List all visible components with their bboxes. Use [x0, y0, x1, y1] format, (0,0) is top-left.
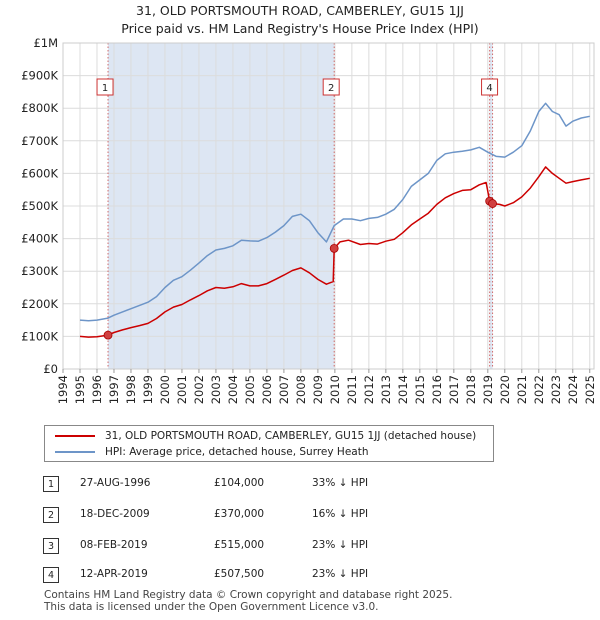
footer-copyright: Contains HM Land Registry data © Crown c… [44, 589, 453, 601]
y-tick-label: £800K [21, 101, 58, 115]
transaction-marker [329, 243, 339, 253]
annotation-box-label: 1 [102, 83, 108, 94]
annotation-box: 1 [96, 78, 114, 96]
transaction-number: 3 [43, 538, 59, 554]
annotation-box-frame [96, 78, 114, 96]
x-tick-label: 2018 [464, 375, 478, 404]
y-tick-label: £900K [21, 69, 58, 83]
transaction-hpi-diff: 33% ↓ HPI [312, 477, 369, 489]
x-tick-label: 2020 [498, 375, 512, 404]
legend-line-property [55, 435, 95, 437]
x-tick-label: 2025 [583, 375, 597, 404]
transaction-number: 1 [43, 476, 59, 492]
y-tick-label: £100K [21, 329, 58, 343]
transaction-date: 18-DEC-2009 [80, 508, 150, 520]
property-price-line [79, 166, 590, 338]
transaction-hpi-diff: 23% ↓ HPI [312, 539, 369, 551]
transaction-marker [103, 330, 113, 340]
x-tick-label: 2006 [260, 375, 274, 404]
table-row: 1 27-AUG-1996 £104,000 33% ↓ HPI [0, 476, 600, 494]
x-tick-label: 1994 [56, 375, 70, 404]
table-row: 2 18-DEC-2009 £370,000 16% ↓ HPI [0, 507, 600, 525]
hpi-line [79, 102, 590, 322]
x-tick-label: 1996 [90, 375, 104, 404]
legend-line-hpi [55, 451, 95, 453]
x-tick-label: 2024 [566, 375, 580, 404]
x-tick-label: 2007 [277, 375, 291, 404]
transaction-price: £370,000 [214, 508, 265, 520]
transaction-marker [488, 199, 497, 208]
price-chart: £0 £100K £200K £300K £400K £500K £600K £700K £80… [21, 36, 597, 404]
x-tick-label: 2013 [379, 375, 393, 404]
y-tick-label: £0 [43, 362, 58, 376]
x-tick-label: 2016 [430, 375, 444, 404]
x-tick-label: 1997 [107, 375, 121, 404]
y-tick-label: £200K [21, 297, 58, 311]
y-tick-label: £500K [21, 199, 58, 213]
table-row: 3 08-FEB-2019 £515,000 23% ↓ HPI [0, 538, 600, 556]
x-tick-label: 2005 [243, 375, 257, 404]
legend-label-property: 31, OLD PORTSMOUTH ROAD, CAMBERLEY, GU15… [105, 430, 477, 442]
x-tick-label: 2012 [362, 375, 376, 404]
transaction-number: 4 [43, 567, 59, 583]
annotation-box-label: 4 [486, 83, 492, 94]
legend: 31, OLD PORTSMOUTH ROAD, CAMBERLEY, GU15… [44, 425, 494, 462]
annotation-box-frame [322, 78, 340, 96]
transaction-price: £104,000 [214, 477, 265, 489]
table-row: 4 12-APR-2019 £507,500 23% ↓ HPI [0, 567, 600, 585]
annotation-box-frame [481, 78, 499, 96]
x-tick-label: 2002 [192, 375, 206, 404]
x-tick-label: 2014 [396, 375, 410, 404]
chart-subtitle: Price paid vs. HM Land Registry's House … [121, 21, 479, 36]
x-tick-label: 2009 [311, 375, 325, 404]
transaction-price: £515,000 [214, 539, 265, 551]
transaction-date: 08-FEB-2019 [80, 539, 148, 551]
x-tick-label: 2021 [515, 375, 529, 404]
y-tick-label: £700K [21, 134, 58, 148]
x-tick-label: 1998 [124, 375, 138, 404]
transaction-date: 12-APR-2019 [80, 568, 148, 580]
annotation-box-label: 2 [328, 83, 334, 94]
transaction-hpi-diff: 23% ↓ HPI [312, 568, 369, 580]
y-tick-label: £400K [21, 232, 58, 246]
x-tick-label: 2003 [209, 375, 223, 404]
transaction-number: 2 [43, 507, 59, 523]
plot-frame [62, 42, 595, 370]
x-tick-label: 2022 [532, 375, 546, 404]
transaction-price: £507,500 [214, 568, 265, 580]
x-tick-label: 2010 [328, 375, 342, 404]
x-tick-label: 2001 [175, 375, 189, 404]
legend-label-hpi: HPI: Average price, detached house, Surr… [105, 446, 369, 458]
chart-title: 31, OLD PORTSMOUTH ROAD, CAMBERLEY, GU15… [136, 3, 464, 18]
y-tick-label: £300K [21, 264, 58, 278]
x-tick-label: 2017 [447, 375, 461, 404]
x-tick-label: 2008 [294, 375, 308, 404]
x-tick-label: 2004 [226, 375, 240, 404]
footer-licence: This data is licensed under the Open Gov… [44, 601, 379, 613]
y-tick-label: £1M [33, 36, 58, 50]
x-tick-label: 2019 [481, 375, 495, 404]
x-tick-label: 2015 [413, 375, 427, 404]
x-tick-label: 2023 [549, 375, 563, 404]
annotation-box: 2 [322, 78, 340, 96]
x-tick-label: 2011 [345, 375, 359, 404]
annotation-box: 4 [481, 78, 499, 96]
transaction-date: 27-AUG-1996 [80, 477, 151, 489]
transaction-hpi-diff: 16% ↓ HPI [312, 508, 369, 520]
x-tick-label: 1995 [73, 375, 87, 404]
y-tick-label: £600K [21, 166, 58, 180]
x-tick-label: 1999 [141, 375, 155, 404]
x-tick-label: 2000 [158, 375, 172, 404]
